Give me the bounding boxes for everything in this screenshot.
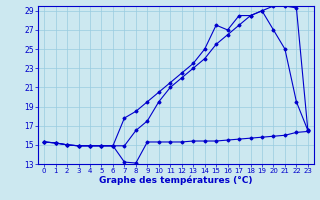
X-axis label: Graphe des températures (°C): Graphe des températures (°C) bbox=[99, 176, 253, 185]
